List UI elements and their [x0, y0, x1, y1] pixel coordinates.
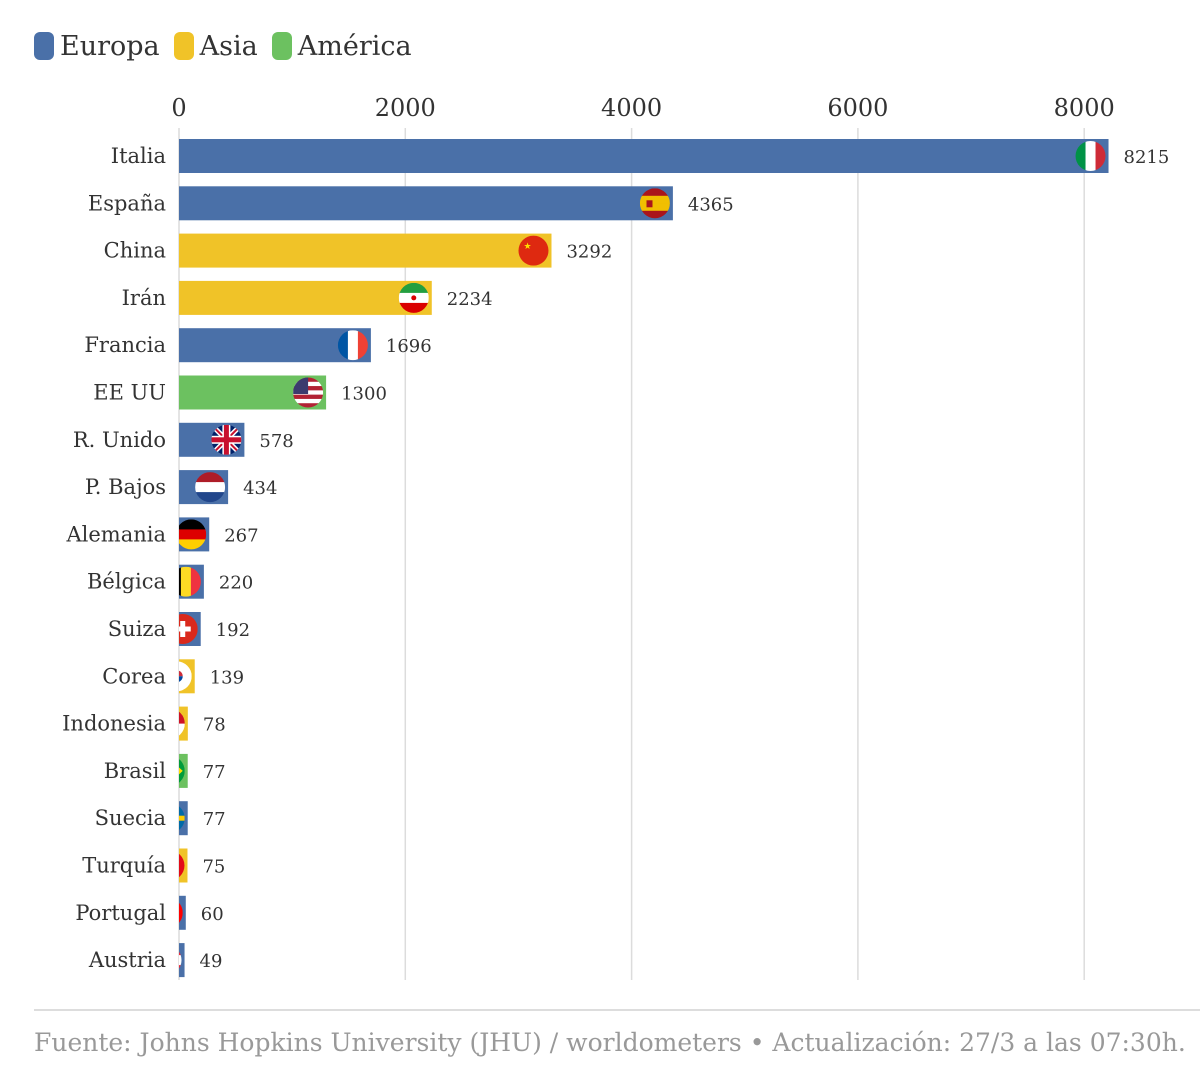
source-note: Fuente: Johns Hopkins University (JHU) /… — [34, 1028, 1186, 1057]
x-tick-label-8000: 8000 — [1054, 94, 1115, 122]
legend-label-america: América — [297, 30, 412, 62]
bar — [179, 186, 673, 221]
data-label: 139 — [210, 667, 244, 688]
category-label: Bélgica — [87, 570, 166, 594]
belgium-flag-icon — [179, 566, 201, 597]
data-label: 60 — [201, 904, 224, 925]
italy-flag-icon — [1075, 141, 1106, 171]
svg-text:★: ★ — [523, 242, 531, 252]
data-label: 578 — [259, 431, 293, 452]
x-tick-label-0: 0 — [171, 94, 186, 122]
category-label: Alemania — [65, 522, 166, 546]
bar-chart: 0 2000 4000 6000 8000 Italia 8215 España 4365 Chi… — [62, 94, 1170, 980]
category-label: R. Unido — [73, 428, 166, 452]
brazil-flag-icon — [179, 755, 185, 786]
data-label: 1300 — [341, 384, 387, 405]
data-label: 75 — [202, 857, 225, 878]
category-label: Suiza — [108, 617, 166, 641]
category-label: EE UU — [93, 381, 166, 405]
category-label: Francia — [84, 333, 166, 357]
x-tick-label-2000: 2000 — [375, 94, 436, 122]
x-tick-label-4000: 4000 — [601, 94, 662, 122]
data-label: 4365 — [688, 194, 734, 215]
x-tick-label-6000: 6000 — [827, 94, 888, 122]
legend-label-asia: Asia — [199, 30, 258, 62]
korea-flag-icon — [179, 661, 192, 692]
france-flag-icon — [337, 330, 368, 361]
sweden-flag-icon — [179, 803, 185, 834]
data-label: 192 — [216, 620, 250, 641]
switzerland-flag-icon — [179, 614, 198, 644]
data-label: 1696 — [386, 336, 432, 357]
legend-item-asia[interactable]: Asia — [173, 30, 258, 62]
category-label: Suecia — [95, 806, 166, 830]
data-label: 78 — [203, 715, 226, 736]
category-label: Corea — [102, 664, 166, 688]
legend-swatch-america — [271, 32, 292, 60]
category-label: P. Bajos — [85, 475, 166, 499]
data-label: 8215 — [1124, 147, 1170, 168]
portugal-flag-icon — [179, 897, 183, 928]
category-label: China — [104, 239, 166, 263]
category-label: Irán — [122, 286, 166, 310]
turkey-flag-icon — [179, 850, 185, 881]
data-label: 3292 — [566, 242, 612, 263]
bar — [179, 233, 552, 268]
legend-item-america[interactable]: América — [271, 30, 412, 62]
bar — [179, 280, 432, 315]
germany-flag-icon — [179, 519, 207, 550]
category-label: Indonesia — [62, 712, 166, 736]
legend-swatch-asia — [173, 32, 194, 60]
china-flag-icon: ★ — [518, 235, 549, 266]
uk-flag-icon — [211, 424, 242, 455]
category-label: Turquía — [82, 854, 166, 878]
data-label: 220 — [219, 573, 253, 594]
legend-item-europa[interactable]: Europa — [34, 31, 160, 62]
indonesia-flag-icon — [179, 708, 185, 739]
data-label: 49 — [200, 951, 223, 972]
iran-flag-icon — [398, 282, 429, 313]
category-label: Italia — [111, 144, 166, 168]
legend: Europa Asia América — [34, 26, 412, 66]
data-label: 2234 — [447, 289, 493, 310]
legend-label-europa: Europa — [60, 30, 160, 62]
category-label: Austria — [88, 948, 166, 972]
data-label: 77 — [203, 762, 226, 783]
data-label: 434 — [243, 478, 277, 499]
spain-flag-icon — [639, 188, 670, 219]
category-label: Portugal — [75, 901, 166, 925]
category-label: España — [88, 191, 166, 215]
legend-swatch-europa — [34, 32, 54, 60]
bar — [179, 943, 185, 978]
bar — [179, 139, 1109, 173]
data-label: 267 — [224, 525, 258, 546]
category-label: Brasil — [104, 759, 166, 783]
data-label: 77 — [203, 809, 226, 830]
netherlands-flag-icon — [195, 472, 226, 503]
divider — [34, 1009, 1200, 1011]
